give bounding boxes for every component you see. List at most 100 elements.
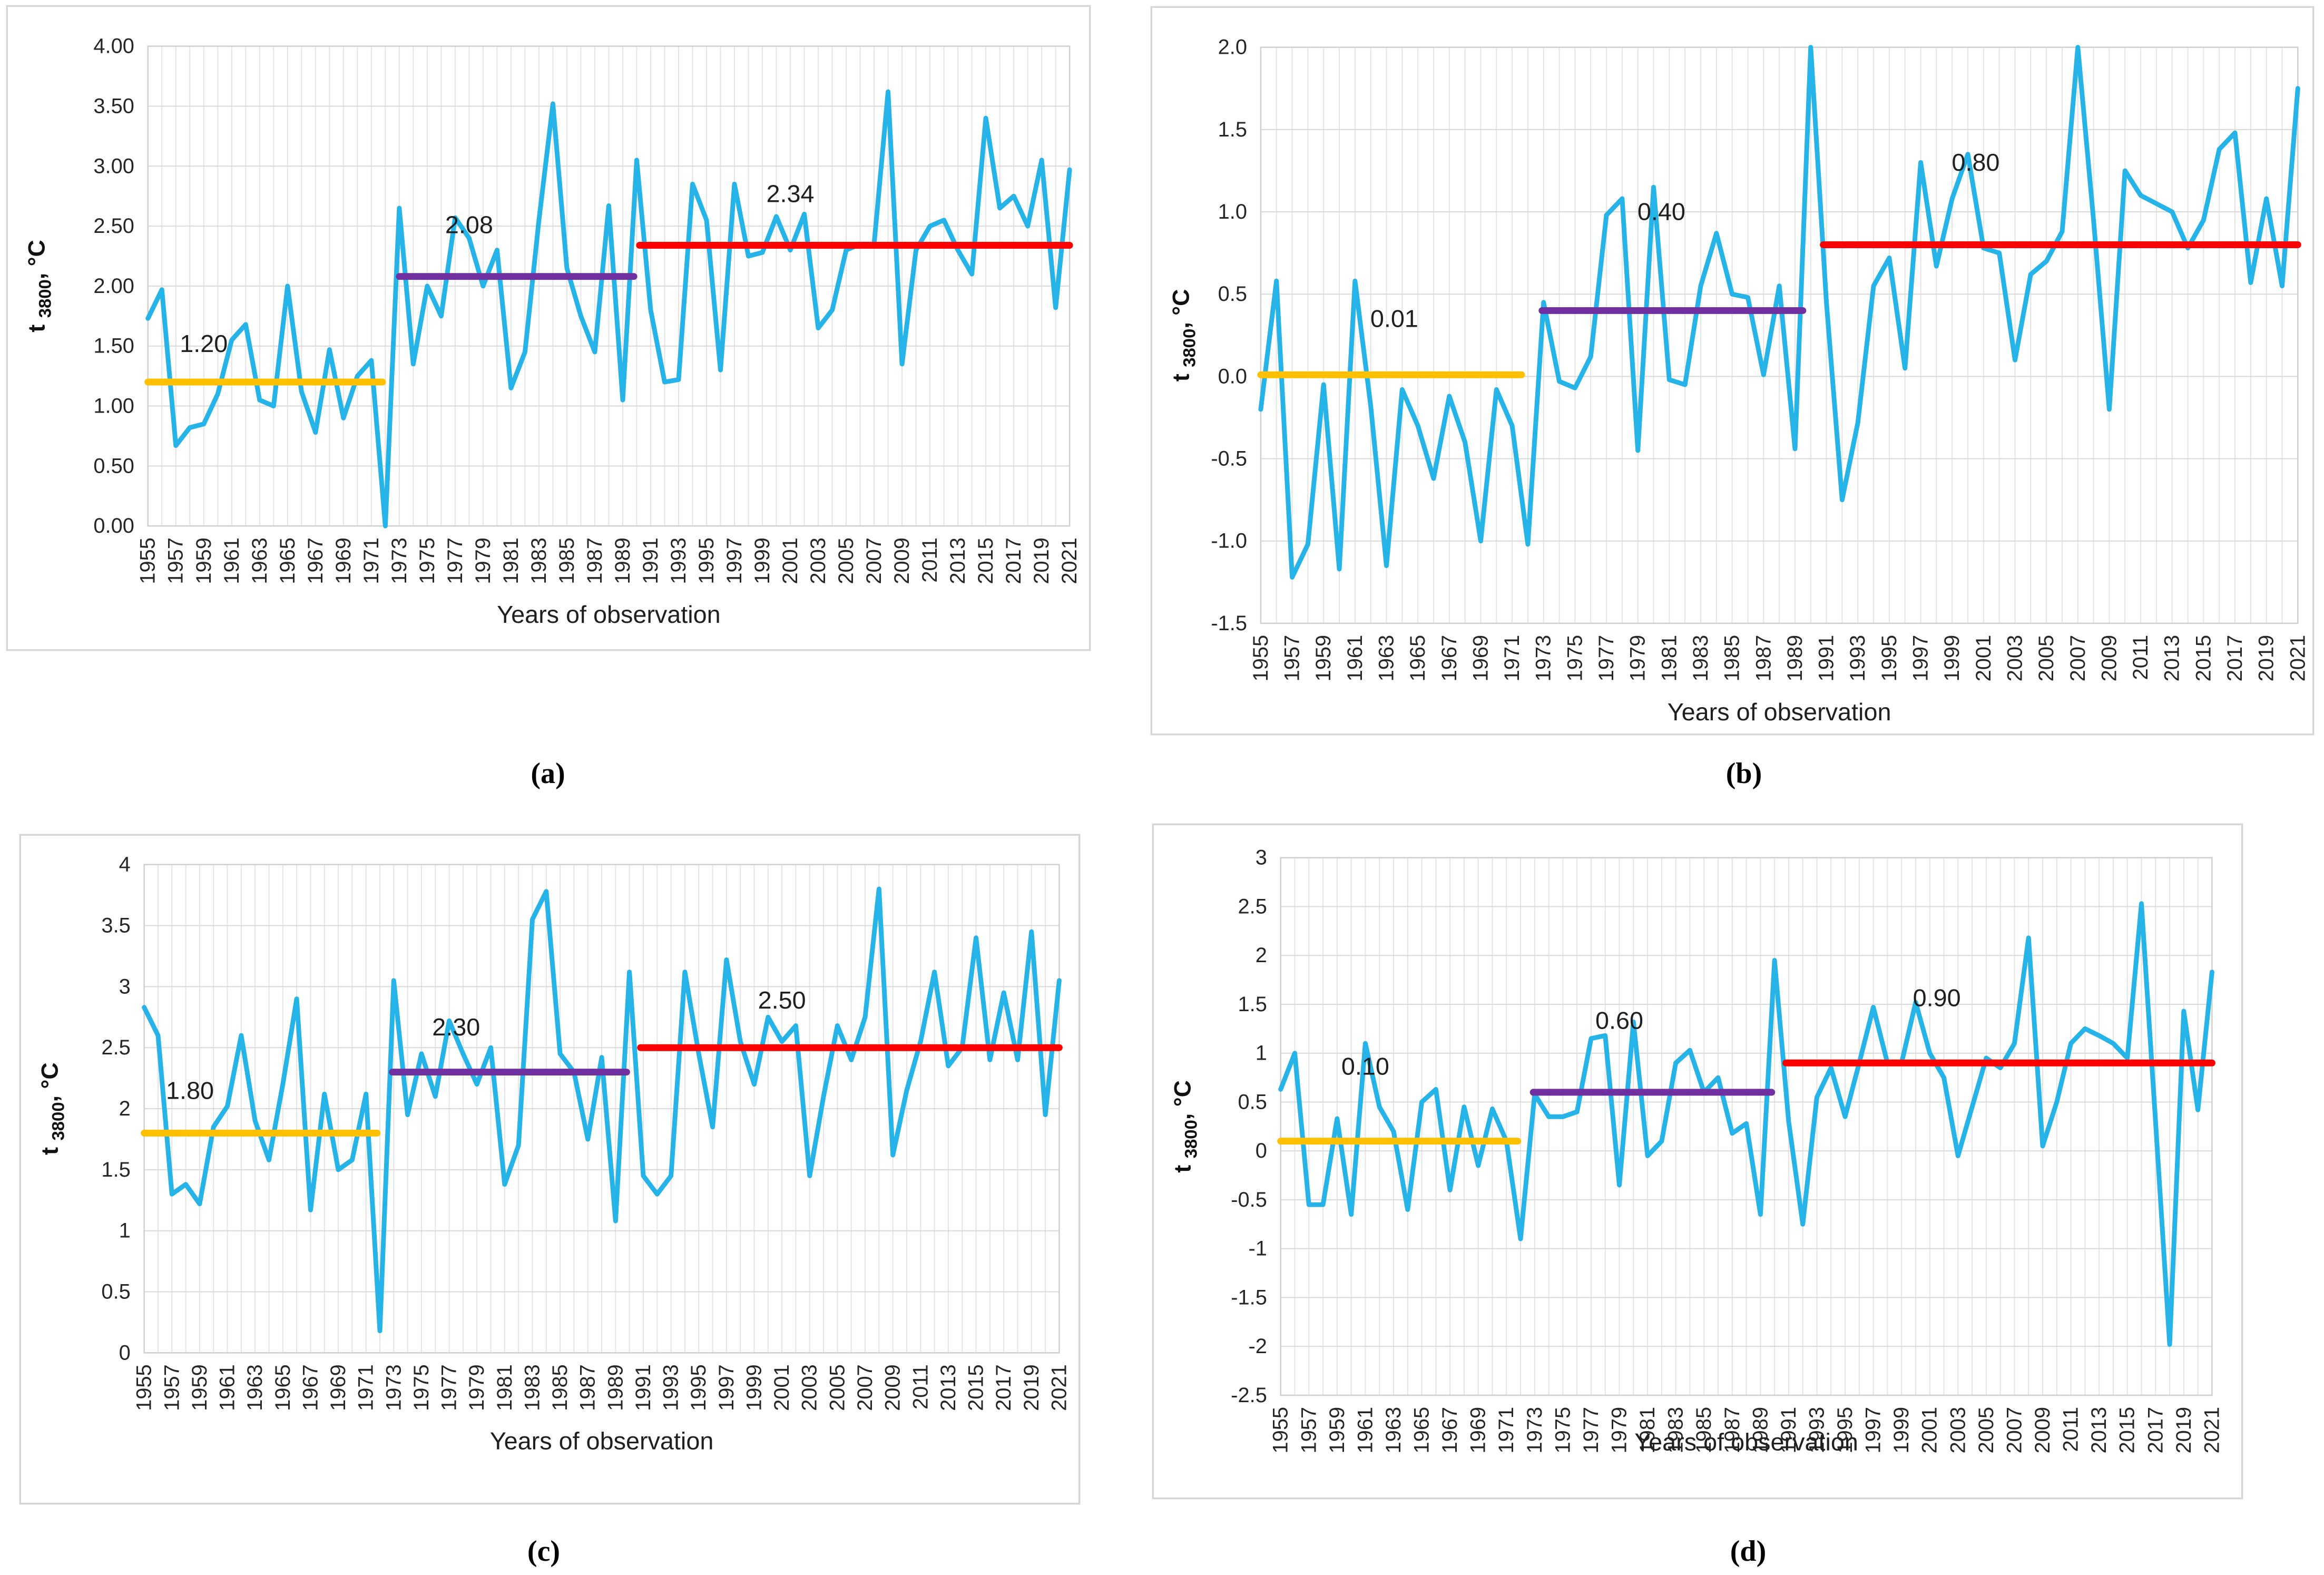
x-tick-label: 1991 [1777, 1407, 1800, 1454]
y-tick-label: 2.5 [101, 1036, 130, 1059]
x-tick-label: 1955 [1249, 635, 1272, 682]
y-tick-label: 0.0 [1218, 365, 1247, 388]
x-axis-title: Years of observation [1668, 698, 1891, 726]
x-tick-label: 1995 [695, 537, 718, 584]
x-tick-label: 1965 [1410, 1407, 1434, 1454]
x-tick-label: 1971 [355, 1364, 378, 1411]
x-tick-label: 1961 [1354, 1407, 1377, 1454]
x-tick-label: 1999 [751, 537, 774, 584]
x-tick-label: 2019 [1020, 1364, 1043, 1411]
x-tick-label: 2019 [2255, 635, 2278, 682]
y-tick-label: 1.5 [101, 1158, 130, 1181]
chart-panel-c: 0 0.5 1 1.5 2 2.5 3 3.5 4 1955 1957 1959 1961 1963 196… [19, 834, 1080, 1504]
x-tick-label: 1991 [632, 1364, 655, 1411]
x-tick-label: 1969 [1467, 1407, 1490, 1454]
y-tick-label: 0.5 [1238, 1090, 1267, 1113]
x-tick-label: 1985 [1721, 635, 1744, 682]
mean-value-label: 2.50 [758, 986, 806, 1014]
y-tick-label: 1.5 [1218, 118, 1247, 141]
x-tick-label: 1995 [1833, 1407, 1857, 1454]
x-tick-label: 2001 [779, 537, 802, 584]
x-tick-label: 2007 [862, 537, 886, 584]
mean-value-label: 0.60 [1595, 1006, 1643, 1034]
x-tick-label: 2003 [807, 537, 830, 584]
x-tick-label: 1967 [304, 537, 327, 584]
y-tick-label: 2 [1256, 944, 1267, 967]
y-axis-title: t 3800, °C [1170, 1080, 1201, 1173]
x-tick-label: 2017 [1002, 537, 1025, 584]
mean-value-label: 0.01 [1370, 305, 1418, 332]
temperature-series-line [142, 886, 1062, 1334]
x-tick-label: 1977 [1595, 635, 1618, 682]
x-tick-label: 1995 [687, 1364, 710, 1411]
temperature-series-line [1278, 901, 2214, 1347]
x-tick-label: 2009 [890, 537, 914, 584]
x-tick-label: 1979 [465, 1364, 488, 1411]
y-axis-title: t 3800, °C [1168, 289, 1199, 381]
x-tick-label: 1959 [192, 537, 215, 584]
x-tick-label: 1961 [220, 537, 243, 584]
x-tick-label: 1973 [1532, 635, 1555, 682]
x-tick-label: 1989 [1783, 635, 1807, 682]
y-tick-label: 1.0 [1218, 200, 1247, 223]
x-tick-label: 1963 [1382, 1407, 1405, 1454]
x-tick-label: 2003 [1946, 1407, 1969, 1454]
y-tick-label: -1.5 [1211, 612, 1247, 635]
x-tick-label: 1977 [1580, 1407, 1603, 1454]
x-tick-label: 1993 [667, 537, 690, 584]
x-tick-label: 1995 [1878, 635, 1901, 682]
x-tick-label: 2017 [2223, 635, 2247, 682]
y-tick-label: 3 [119, 975, 131, 998]
mean-value-label: 0.80 [1952, 149, 1999, 176]
y-tick-label: 3 [1256, 846, 1267, 869]
x-tick-label: 1963 [248, 537, 271, 584]
x-axis-title: Years of observation [497, 601, 720, 628]
x-tick-label: 2003 [2003, 635, 2026, 682]
mean-value-label: 2.30 [432, 1013, 480, 1041]
y-tick-label: 4.00 [93, 35, 134, 58]
x-tick-label: 2021 [1047, 1364, 1071, 1411]
mean-value-label: 1.80 [166, 1077, 214, 1104]
x-tick-label: 1999 [1940, 635, 1964, 682]
chart-b: -1.5 -1.0 -0.5 0.0 0.5 1.0 1.5 2.0 1955 1957 1959 1… [1168, 36, 2309, 726]
x-tick-label: 1987 [576, 1364, 600, 1411]
x-tick-label: 2019 [2172, 1407, 2195, 1454]
y-tick-label: 0.00 [93, 514, 134, 537]
y-tick-label: -1.0 [1211, 530, 1247, 553]
x-tick-label: 1989 [1749, 1407, 1772, 1454]
y-tick-label: 2.00 [93, 275, 134, 298]
y-tick-label: -1 [1248, 1237, 1267, 1260]
x-tick-label: 2009 [2097, 635, 2121, 682]
x-tick-label: 1961 [1344, 635, 1367, 682]
temperature-series-line [1258, 45, 2300, 580]
x-tick-label: 1981 [1636, 1407, 1659, 1454]
x-tick-label: 1955 [136, 537, 160, 584]
x-tick-label: 2021 [1058, 537, 1081, 584]
x-tick-label: 2011 [909, 1364, 932, 1410]
y-tick-label: -0.5 [1231, 1188, 1267, 1211]
x-tick-label: 1989 [604, 1364, 627, 1411]
x-tick-label: 1981 [493, 1364, 516, 1411]
x-tick-label: 2005 [826, 1364, 849, 1411]
y-tick-label: 2.50 [93, 214, 134, 238]
x-tick-label: 1987 [1721, 1407, 1744, 1454]
y-tick-label: 3.00 [93, 154, 134, 178]
x-tick-label: 1981 [1658, 635, 1681, 682]
caption-b: (b) [1725, 757, 1762, 790]
x-tick-label: 1993 [660, 1364, 683, 1411]
x-tick-label: 2003 [798, 1364, 821, 1411]
y-tick-label: 4 [119, 853, 131, 876]
x-tick-label: 1975 [416, 537, 439, 584]
x-tick-label: 2019 [1030, 537, 1053, 584]
x-tick-label: 1997 [1909, 635, 1933, 682]
mean-value-label: 2.08 [445, 211, 493, 239]
x-tick-label: 1973 [382, 1364, 405, 1411]
x-tick-label: 1987 [583, 537, 606, 584]
x-tick-label: 1999 [742, 1364, 766, 1411]
x-tick-label: 1959 [1326, 1407, 1349, 1454]
plot-area-border [147, 45, 1071, 527]
y-tick-label: 2 [119, 1097, 131, 1120]
y-tick-label: 3.5 [101, 914, 130, 937]
